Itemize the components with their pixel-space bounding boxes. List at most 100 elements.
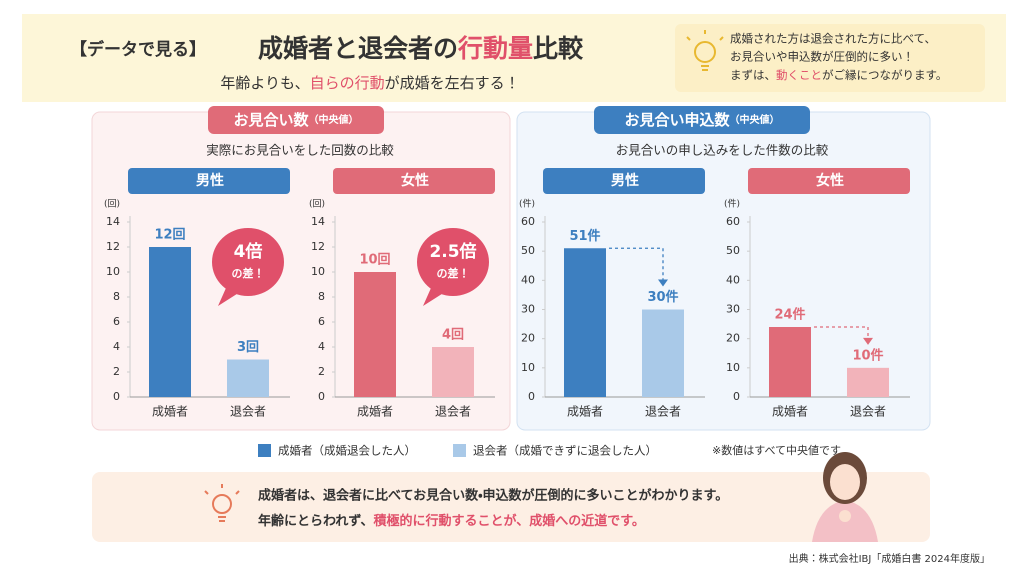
subtitle: 年齢よりも、自らの行動が成婚を左右する！ xyxy=(220,74,519,92)
panel-title: お見合い数（中央値） xyxy=(233,111,358,129)
panel-subtitle: お見合いの申し込みをした件数の比較 xyxy=(616,143,829,158)
y-tick-label: 30 xyxy=(521,303,535,316)
group-label: 女性 xyxy=(816,172,844,189)
panel-title-text: お見合い申込数 xyxy=(624,111,730,129)
bar xyxy=(847,367,889,397)
y-tick-label: 50 xyxy=(521,244,535,257)
x-tick-label: 成婚者 xyxy=(152,405,188,419)
note-box xyxy=(675,24,985,92)
person-illustration xyxy=(812,452,878,542)
summary-line: 年齢にとらわれず、積極的に行動することが、成婚への近道です。 xyxy=(258,513,645,529)
note-part: がご縁につながります。 xyxy=(822,68,947,82)
value-label: 3回 xyxy=(237,340,259,355)
title-part: 成婚者と退会者の xyxy=(258,34,458,63)
x-tick-label: 成婚者 xyxy=(357,405,393,419)
summary-part: 積極的に行動することが、成婚への近道です。 xyxy=(372,513,644,529)
y-tick-label: 6 xyxy=(113,315,120,328)
y-tick-label: 6 xyxy=(318,315,325,328)
note-part: 動くこと xyxy=(776,68,822,82)
note-line: 成婚された方は退会された方に比べて、 xyxy=(730,32,936,46)
bulb-icon xyxy=(686,30,724,71)
legend-swatch xyxy=(453,444,466,457)
source: 出典：株式会社IBJ「成婚白書 2024年度版」 xyxy=(789,552,990,565)
bar xyxy=(642,309,684,397)
summary-box xyxy=(92,472,930,542)
callout-text: 4倍 xyxy=(234,241,263,262)
y-tick-label: 50 xyxy=(726,244,740,257)
title: 成婚者と退会者の行動量比較 xyxy=(258,34,584,63)
y-unit: (回) xyxy=(104,199,120,210)
note-line: お見合いや申込数が圧倒的に多い！ xyxy=(730,50,914,64)
value-label: 10件 xyxy=(852,347,883,363)
bar xyxy=(564,248,606,397)
value-label: 30件 xyxy=(647,289,678,305)
group-label: 男性 xyxy=(196,172,224,189)
callout-text: の差！ xyxy=(437,266,470,280)
comparison-arrow xyxy=(609,247,664,286)
badge: 【データで見る】 xyxy=(70,39,206,60)
y-tick-label: 0 xyxy=(733,390,740,403)
summary-line: 成婚者は、退会者に比べてお見合い数・申込数が圧倒的に多いことがわかります。 xyxy=(258,488,728,504)
group-pill xyxy=(128,168,290,194)
y-tick-label: 0 xyxy=(318,390,325,403)
bar xyxy=(354,272,396,397)
value-label: 12回 xyxy=(154,228,185,243)
panel-qualifier: （中央値） xyxy=(730,113,780,126)
bar xyxy=(432,347,474,397)
legend-label: 成婚者（成婚退会した人） xyxy=(278,444,416,458)
arrow-head xyxy=(658,279,668,287)
y-tick-label: 4 xyxy=(318,340,325,353)
legend-label: 退会者（成婚できずに退会した人） xyxy=(473,444,657,458)
y-tick-label: 10 xyxy=(311,265,325,278)
y-tick-label: 12 xyxy=(311,240,325,253)
y-unit: (件) xyxy=(519,198,535,210)
y-tick-label: 12 xyxy=(106,240,120,253)
y-tick-label: 0 xyxy=(113,390,120,403)
subtitle-part: 年齢よりも、 xyxy=(220,74,309,92)
arrow-head xyxy=(863,337,873,345)
value-label: 24件 xyxy=(774,307,805,323)
y-tick-label: 4 xyxy=(113,340,120,353)
x-tick-label: 退会者 xyxy=(230,405,266,419)
bar xyxy=(227,359,269,397)
y-tick-label: 20 xyxy=(521,332,535,345)
note-part: まずは、 xyxy=(730,68,776,82)
group-label: 男性 xyxy=(611,172,639,189)
y-tick-label: 10 xyxy=(521,361,535,374)
y-tick-label: 60 xyxy=(521,215,535,228)
group-pill xyxy=(748,168,910,194)
panel-title: お見合い申込数（中央値） xyxy=(624,111,779,129)
y-tick-label: 60 xyxy=(726,215,740,228)
bar xyxy=(149,247,191,397)
value-label: 4回 xyxy=(442,328,464,343)
summary-part: 年齢にとらわれず、 xyxy=(258,513,373,529)
group-pill xyxy=(543,168,705,194)
legend-note: ※数値はすべて中央値です xyxy=(712,444,841,457)
legend-swatch xyxy=(258,444,271,457)
subtitle-part: 自らの行動 xyxy=(310,74,385,92)
title-part: 行動量 xyxy=(457,34,533,63)
summary-icon xyxy=(204,484,240,522)
y-unit: (件) xyxy=(724,198,740,210)
x-tick-label: 成婚者 xyxy=(772,405,808,419)
group-pill xyxy=(333,168,495,194)
value-label: 51件 xyxy=(569,228,600,244)
x-tick-label: 退会者 xyxy=(645,405,681,419)
panel-pill xyxy=(208,106,384,134)
y-tick-label: 40 xyxy=(521,273,535,286)
callout-bubble xyxy=(212,228,284,306)
comparison-arrow xyxy=(814,326,869,344)
callout-bubble xyxy=(417,228,489,306)
callout-text: 2.5倍 xyxy=(429,241,476,262)
y-tick-label: 2 xyxy=(113,365,120,378)
y-tick-label: 14 xyxy=(311,215,325,228)
legend: 成婚者（成婚退会した人） 退会者（成婚できずに退会した人） xyxy=(258,444,657,458)
panel-subtitle: 実際にお見合いをした回数の比較 xyxy=(206,143,394,158)
panel-title-text: お見合い数 xyxy=(233,111,309,129)
group-label: 女性 xyxy=(401,172,429,189)
y-tick-label: 40 xyxy=(726,273,740,286)
y-tick-label: 14 xyxy=(106,215,120,228)
x-tick-label: 成婚者 xyxy=(567,405,603,419)
